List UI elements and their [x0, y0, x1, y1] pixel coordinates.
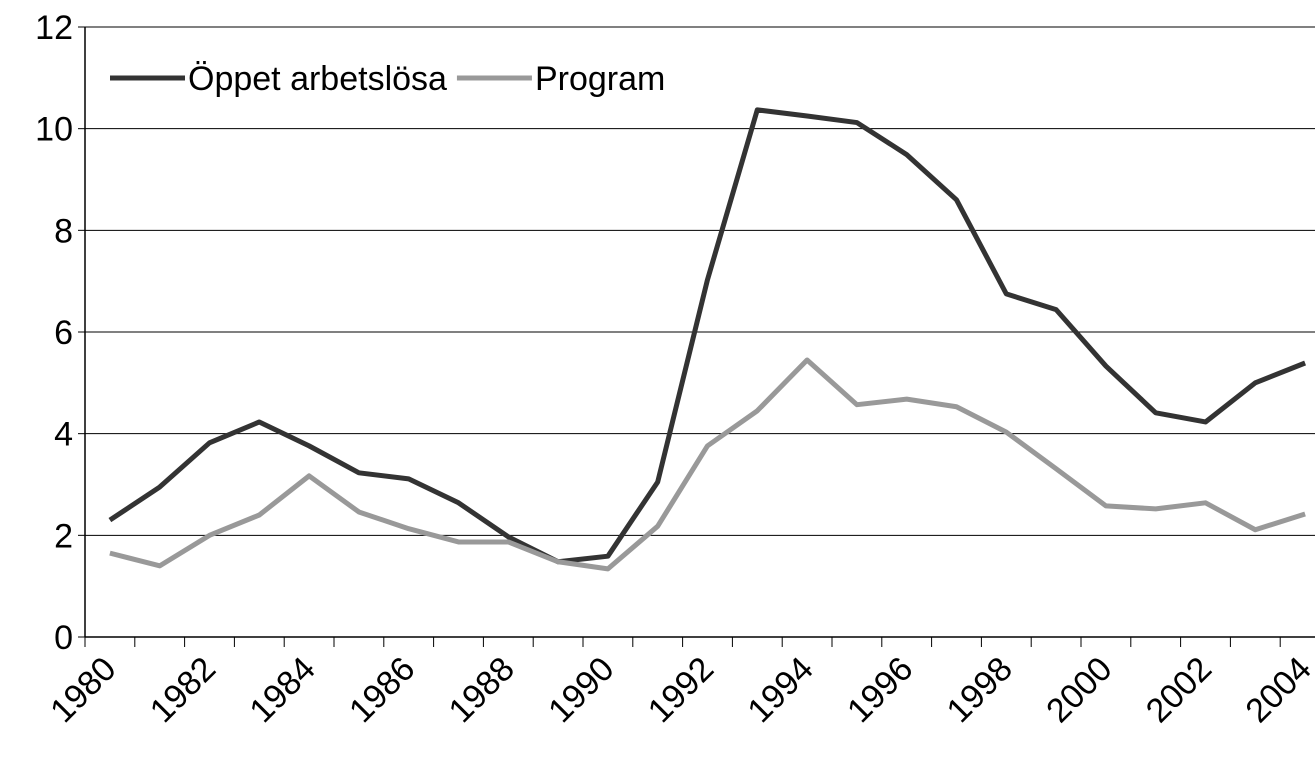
y-tick-label: 6 [54, 314, 73, 352]
y-tick-label: 12 [35, 9, 73, 47]
line-series [109, 357, 1306, 572]
y-tick-label: 4 [54, 416, 73, 454]
x-tick-label: 1988 [442, 650, 522, 730]
x-tick-label: 1986 [342, 650, 422, 730]
x-tick-label: 1994 [740, 650, 820, 730]
legend-label: Öppet arbetslösa [188, 60, 447, 98]
x-tick-label: 1992 [641, 650, 721, 730]
x-tick-label: 2000 [1039, 650, 1119, 730]
x-tick-label: 1990 [541, 650, 621, 730]
x-tick-label: 1982 [143, 650, 223, 730]
x-tick-label: 2004 [1238, 650, 1315, 730]
x-tick-label: 1996 [840, 650, 920, 730]
x-tick-label: 2002 [1139, 650, 1219, 730]
x-tick-label: 1998 [940, 650, 1020, 730]
x-tick-label: 1984 [242, 650, 322, 730]
y-tick-label: 2 [54, 517, 73, 555]
y-tick-label: 10 [35, 111, 73, 149]
y-tick-label: 8 [54, 212, 73, 250]
x-tick-label: 1980 [43, 650, 123, 730]
y-tick-label: 0 [54, 619, 73, 657]
legend-label: Program [535, 60, 665, 98]
line-series [108, 107, 1307, 565]
